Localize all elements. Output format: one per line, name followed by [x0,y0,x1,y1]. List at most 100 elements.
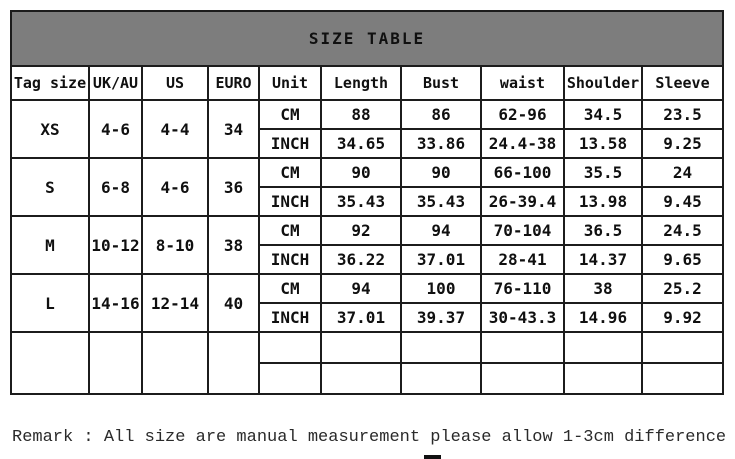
value-cell [400,331,482,364]
value-cell: 62-96 [480,99,565,130]
value-cell: 28-41 [480,244,565,275]
value-cell: 34.65 [320,128,402,159]
column-header-us: US [141,65,209,101]
ukau-cell: 14-16 [88,273,143,333]
value-cell: 36.22 [320,244,402,275]
value-cell: 14.37 [563,244,643,275]
column-header-euro: EURO [207,65,260,101]
tag-cell: S [10,157,90,217]
value-cell: 9.45 [640,186,725,217]
unit-cell: INCH [258,244,322,275]
ukau-cell: 10-12 [88,215,143,275]
unit-cell: CM [258,99,322,130]
euro-cell: 36 [207,157,260,217]
value-cell: 24.4-38 [480,128,565,159]
value-cell: 39.37 [400,302,482,333]
value-cell: 37.01 [400,244,482,275]
us-cell: 4-6 [141,157,209,217]
value-cell [480,331,565,364]
unit-cell [258,362,322,395]
value-cell: 23.5 [640,99,725,130]
ukau-cell [88,331,143,395]
value-cell [320,362,402,395]
value-cell: 14.96 [563,302,643,333]
value-cell: 70-104 [480,215,565,246]
size-row-empty-inch [11,362,725,395]
euro-cell: 40 [207,273,260,333]
euro-cell [207,331,260,395]
size-row-m-cm: M 10-12 8-10 38 CM 92 94 70-104 36.5 24.… [10,215,725,275]
value-cell: 25.2 [640,273,725,304]
size-row-xs-inch: INCH 34.65 33.86 24.4-38 13.58 9.25 [11,128,725,159]
value-cell: 35.43 [400,186,482,217]
column-header-sleeve: Sleeve [640,65,725,101]
ukau-cell: 4-6 [88,99,143,159]
column-header-length: Length [320,65,402,101]
value-cell: 9.25 [640,128,725,159]
column-header-shoulder: Shoulder [563,65,643,101]
us-cell: 4-4 [141,99,209,159]
value-cell: 100 [400,273,482,304]
value-cell: 94 [320,273,402,304]
unit-cell: INCH [258,186,322,217]
column-header-unit: Unit [258,65,322,101]
unit-cell: CM [258,157,322,188]
value-cell: 24.5 [640,215,725,246]
column-header-bust: Bust [400,65,482,101]
value-cell: 35.5 [563,157,643,188]
us-cell [141,331,209,395]
value-cell: 90 [320,157,402,188]
remark-text: Remark : All size are manual measurement… [12,428,735,447]
unit-cell [258,331,322,364]
tag-cell: XS [10,99,90,159]
us-cell: 12-14 [141,273,209,333]
tag-cell [10,331,90,395]
value-cell: 92 [320,215,402,246]
size-row-s-inch: INCH 35.43 35.43 26-39.4 13.98 9.45 [11,186,725,217]
euro-cell: 38 [207,215,260,275]
value-cell [563,362,643,395]
value-cell [640,331,725,364]
unit-cell: CM [258,273,322,304]
value-cell: 35.43 [320,186,402,217]
bottom-notch [424,455,441,459]
tag-cell: M [10,215,90,275]
page-title: SIZE TABLE [9,10,725,67]
euro-cell: 34 [207,99,260,159]
column-header-tag-size: Tag size [10,65,90,101]
table-title-row: SIZE TABLE [9,10,725,67]
column-header-uk-au: UK/AU [88,65,143,101]
value-cell: 38 [563,273,643,304]
value-cell [480,362,565,395]
value-cell: 30-43.3 [480,302,565,333]
value-cell [320,331,402,364]
value-cell: 66-100 [480,157,565,188]
value-cell: 33.86 [400,128,482,159]
value-cell: 13.98 [563,186,643,217]
value-cell: 90 [400,157,482,188]
unit-cell: CM [258,215,322,246]
value-cell: 34.5 [563,99,643,130]
unit-cell: INCH [258,128,322,159]
column-header-waist: waist [480,65,565,101]
value-cell: 76-110 [480,273,565,304]
size-row-m-inch: INCH 36.22 37.01 28-41 14.37 9.65 [11,244,725,275]
column-header-row: Tag size UK/AU US EURO Unit Length Bust … [10,65,725,101]
ukau-cell: 6-8 [88,157,143,217]
value-cell [400,362,482,395]
value-cell: 24 [640,157,725,188]
value-cell: 88 [320,99,402,130]
value-cell: 36.5 [563,215,643,246]
value-cell: 13.58 [563,128,643,159]
size-table: SIZE TABLE Tag size UK/AU US EURO Unit L… [9,10,725,395]
size-row-empty-cm [10,331,725,395]
us-cell: 8-10 [141,215,209,275]
size-row-xs-cm: XS 4-6 4-4 34 CM 88 86 62-96 34.5 23.5 [10,99,725,159]
size-row-l-inch: INCH 37.01 39.37 30-43.3 14.96 9.92 [11,302,725,333]
size-row-s-cm: S 6-8 4-6 36 CM 90 90 66-100 35.5 24 [10,157,725,217]
value-cell: 26-39.4 [480,186,565,217]
unit-cell: INCH [258,302,322,333]
value-cell [563,331,643,364]
value-cell: 94 [400,215,482,246]
